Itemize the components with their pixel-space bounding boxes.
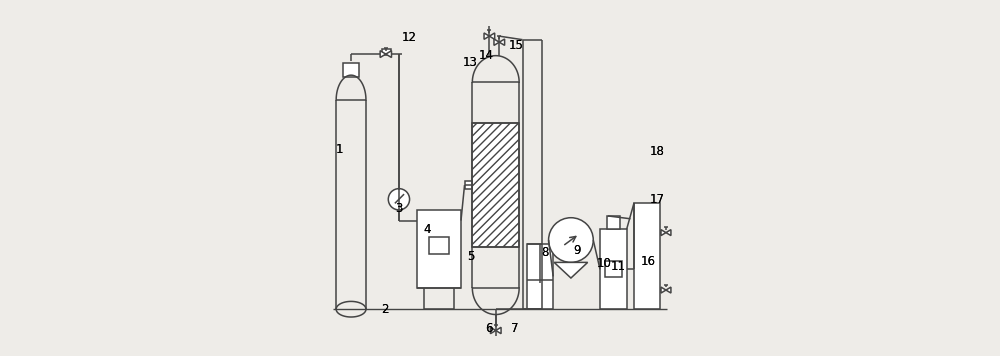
Text: 6: 6 — [485, 322, 492, 335]
Text: 3: 3 — [395, 201, 403, 215]
Text: 1: 1 — [336, 143, 343, 156]
Bar — [605, 261, 622, 277]
Bar — [465, 181, 472, 189]
Text: 5: 5 — [467, 250, 475, 262]
Bar — [600, 229, 627, 309]
Text: 14: 14 — [479, 49, 494, 62]
Text: 5: 5 — [467, 250, 475, 262]
Polygon shape — [494, 39, 499, 45]
Text: 14: 14 — [479, 49, 494, 62]
Text: 13: 13 — [462, 56, 477, 69]
Text: 12: 12 — [402, 31, 417, 44]
Text: 8: 8 — [542, 246, 549, 259]
Text: 9: 9 — [574, 244, 581, 257]
Polygon shape — [380, 51, 386, 58]
Text: 16: 16 — [641, 255, 656, 268]
Polygon shape — [666, 287, 671, 293]
Polygon shape — [489, 33, 495, 40]
Text: 17: 17 — [649, 193, 664, 206]
Text: 15: 15 — [509, 38, 523, 52]
Text: 2: 2 — [381, 303, 389, 316]
Polygon shape — [386, 51, 391, 58]
Text: 12: 12 — [402, 31, 417, 44]
Circle shape — [388, 189, 410, 210]
Polygon shape — [490, 327, 496, 334]
Text: 10: 10 — [596, 257, 611, 269]
Bar — [417, 210, 461, 288]
Text: 18: 18 — [649, 145, 664, 158]
Polygon shape — [484, 33, 489, 40]
Bar — [382, 49, 391, 55]
Bar — [343, 63, 359, 77]
Text: 7: 7 — [511, 322, 519, 335]
Bar — [527, 244, 553, 309]
Text: 15: 15 — [509, 38, 523, 52]
Text: 11: 11 — [610, 260, 625, 273]
Text: 8: 8 — [542, 246, 549, 259]
Polygon shape — [496, 327, 501, 334]
Text: 11: 11 — [610, 260, 625, 273]
Text: 2: 2 — [381, 303, 389, 316]
Polygon shape — [661, 287, 666, 293]
Text: 16: 16 — [641, 255, 656, 268]
Circle shape — [549, 218, 593, 262]
Text: 7: 7 — [511, 322, 519, 335]
Text: 17: 17 — [649, 193, 664, 206]
Text: 13: 13 — [462, 56, 477, 69]
Bar — [607, 216, 620, 229]
Text: 3: 3 — [395, 201, 403, 215]
Bar — [472, 123, 519, 247]
Bar — [634, 203, 660, 309]
Text: 1: 1 — [336, 143, 343, 156]
Polygon shape — [666, 230, 671, 236]
Text: 10: 10 — [596, 257, 611, 269]
Text: 6: 6 — [485, 322, 492, 335]
Bar — [429, 237, 449, 254]
Text: 4: 4 — [424, 223, 431, 236]
Polygon shape — [554, 262, 588, 278]
Text: 4: 4 — [424, 223, 431, 236]
Text: 18: 18 — [649, 145, 664, 158]
Polygon shape — [661, 230, 666, 236]
Polygon shape — [499, 39, 505, 45]
Text: 9: 9 — [574, 244, 581, 257]
